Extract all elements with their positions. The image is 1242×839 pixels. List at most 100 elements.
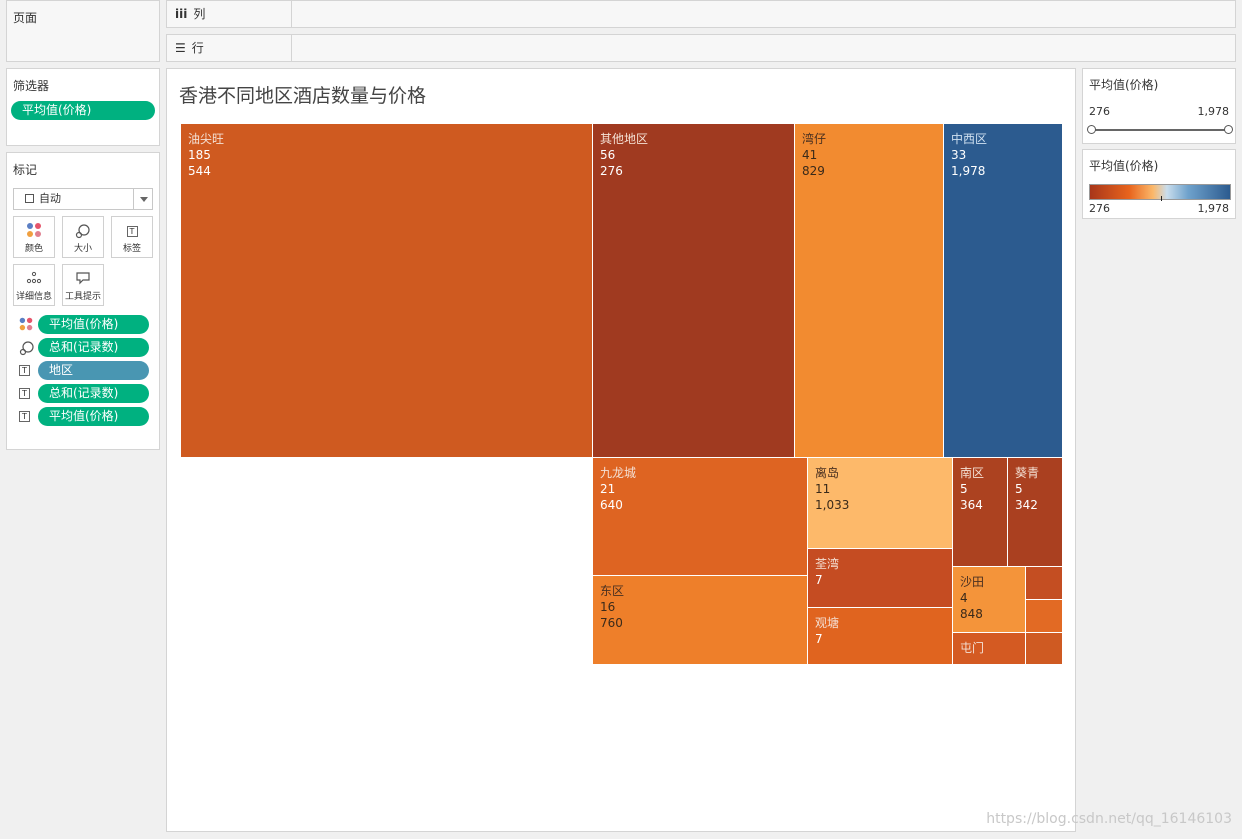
treemap-cell[interactable]: 沙田 4 848	[953, 567, 1026, 633]
tooltip-button[interactable]: 工具提示	[62, 264, 104, 306]
mark-type-dropdown[interactable]: 自动	[13, 188, 153, 210]
treemap-cell[interactable]: 东区 16 760	[593, 576, 808, 665]
detail-label: 详细信息	[15, 292, 52, 302]
treemap-cell-name: 中西区	[951, 132, 988, 146]
filters-panel: 筛选器 平均值(价格)	[6, 68, 160, 146]
range-slider-min-handle[interactable]	[1087, 125, 1096, 134]
treemap-cell-count: 21	[600, 482, 616, 496]
filter-range-card: 平均值(价格) 276 1,978	[1082, 68, 1236, 144]
marks-panel: 标记 自动 颜色 大小 T 标签 详细信息 工具提示 平均值(价格)	[6, 152, 160, 450]
chevron-down-icon[interactable]	[133, 189, 152, 209]
color-icon	[14, 217, 54, 241]
mark-type-value: 自动	[39, 192, 61, 205]
mark-pill-sum-records-label[interactable]: 总和(记录数)	[38, 384, 149, 403]
treemap-cell-name: 屯门	[960, 641, 985, 655]
treemap-cell-count: 16	[600, 600, 616, 614]
treemap-cell-price: 760	[600, 616, 623, 630]
text-icon: T	[19, 363, 35, 379]
treemap-cell[interactable]: 屯门	[953, 633, 1026, 665]
detail-button[interactable]: 详细信息	[13, 264, 55, 306]
color-legend-card: 平均值(价格) 276 1,978	[1082, 149, 1236, 219]
treemap-cell-count: 4	[960, 591, 968, 605]
marks-title: 标记	[13, 163, 38, 177]
label-label: 标签	[122, 244, 141, 254]
treemap-cell[interactable]	[1026, 600, 1063, 633]
treemap-cell-name: 东区	[600, 584, 625, 598]
treemap-cell[interactable]: 其他地区 56 276	[593, 124, 795, 458]
treemap-cell-price: 829	[802, 164, 825, 178]
mark-pill-avg-price-color[interactable]: 平均值(价格)	[38, 315, 149, 334]
text-icon: T	[19, 409, 35, 425]
treemap-cell[interactable]	[1026, 633, 1063, 665]
treemap-cell[interactable]: 南区 5 364	[953, 458, 1008, 567]
tooltip-label: 工具提示	[64, 292, 101, 302]
treemap-cell-name: 荃湾	[815, 557, 840, 571]
label-button[interactable]: T 标签	[111, 216, 153, 258]
size-button[interactable]: 大小	[62, 216, 104, 258]
treemap-cell-price: 544	[188, 164, 211, 178]
rows-shelf[interactable]: ☰ 行	[166, 34, 1236, 62]
treemap-cell-name: 湾仔	[802, 132, 827, 146]
treemap-cell[interactable]: 油尖旺 185 544	[181, 124, 593, 458]
treemap-cell[interactable]: 九龙城 21 640	[593, 458, 808, 576]
mark-field-color-row: 平均值(价格)	[19, 315, 155, 335]
range-slider-max-handle[interactable]	[1224, 125, 1233, 134]
treemap-cell-price: 1,978	[951, 164, 986, 178]
filter-range-min: 276	[1089, 105, 1110, 118]
range-slider-track[interactable]	[1087, 125, 1233, 134]
treemap-cell-count: 33	[951, 148, 967, 162]
treemap-cell-count: 11	[815, 482, 831, 496]
mark-field-label-region-row: T 地区	[19, 361, 155, 381]
filters-title: 筛选器	[13, 79, 50, 93]
color-button[interactable]: 颜色	[13, 216, 55, 258]
pages-panel: 页面	[6, 0, 160, 62]
color-legend-max: 1,978	[1197, 202, 1230, 215]
treemap-cell-price: 276	[600, 164, 623, 178]
treemap-cell-price: 342	[1015, 498, 1038, 512]
filter-range-title: 平均值(价格)	[1089, 78, 1159, 92]
rows-label: 行	[191, 41, 204, 55]
detail-icon	[14, 265, 54, 289]
tooltip-icon	[63, 265, 103, 289]
mark-pill-sum-records-size[interactable]: 总和(记录数)	[38, 338, 149, 357]
treemap-cell[interactable]: 荃湾 7	[808, 549, 953, 608]
color-label: 颜色	[24, 244, 43, 254]
treemap-cell-count: 56	[600, 148, 616, 162]
treemap-cell-count: 5	[960, 482, 968, 496]
columns-shelf[interactable]: iii 列	[166, 0, 1236, 28]
worksheet-view: 香港不同地区酒店数量与价格 油尖旺 185 544 其他地区 56 276 湾仔 41 829 中…	[166, 68, 1076, 832]
square-icon	[25, 194, 34, 203]
treemap-cell-count: 5	[1015, 482, 1023, 496]
treemap-cell-count: 185	[188, 148, 211, 162]
color-legend-min: 276	[1089, 202, 1110, 215]
treemap-cell[interactable]: 中西区 33 1,978	[944, 124, 1063, 458]
pages-title: 页面	[13, 11, 38, 25]
size-icon	[63, 217, 103, 241]
treemap-chart[interactable]: 油尖旺 185 544 其他地区 56 276 湾仔 41 829 中西区 33 1,978 九龙城 21…	[181, 124, 1063, 665]
treemap-cell-name: 沙田	[960, 575, 985, 589]
treemap-cell[interactable]	[1026, 567, 1063, 600]
treemap-cell[interactable]: 观塘 7	[808, 608, 953, 665]
text-icon: T	[112, 217, 152, 241]
mark-pill-region-label[interactable]: 地区	[38, 361, 149, 380]
filter-pill-avg-price[interactable]: 平均值(价格)	[11, 101, 155, 120]
treemap-cell-price: 848	[960, 607, 983, 621]
mark-pill-avg-price-label[interactable]: 平均值(价格)	[38, 407, 149, 426]
gradient-center-tick	[1161, 196, 1162, 201]
treemap-cell[interactable]: 湾仔 41 829	[795, 124, 944, 458]
treemap-cell[interactable]: 离岛 11 1,033	[808, 458, 953, 549]
filter-range-max: 1,978	[1197, 105, 1230, 118]
treemap-cell-name: 南区	[960, 466, 985, 480]
treemap-cell-name: 九龙城	[600, 466, 637, 480]
treemap-cell-name: 离岛	[815, 466, 840, 480]
view-title: 香港不同地区酒店数量与价格	[179, 85, 427, 107]
treemap-cell-name: 其他地区	[600, 132, 649, 146]
treemap-cell-name: 观塘	[815, 616, 840, 630]
columns-icon: iii	[175, 7, 188, 21]
treemap-cell-count: 41	[802, 148, 818, 162]
treemap-cell-count: 7	[815, 632, 823, 646]
rows-shelf-label: ☰ 行	[167, 35, 292, 61]
treemap-cell[interactable]: 葵青 5 342	[1008, 458, 1063, 567]
size-label: 大小	[73, 244, 92, 254]
color-icon	[19, 317, 35, 333]
